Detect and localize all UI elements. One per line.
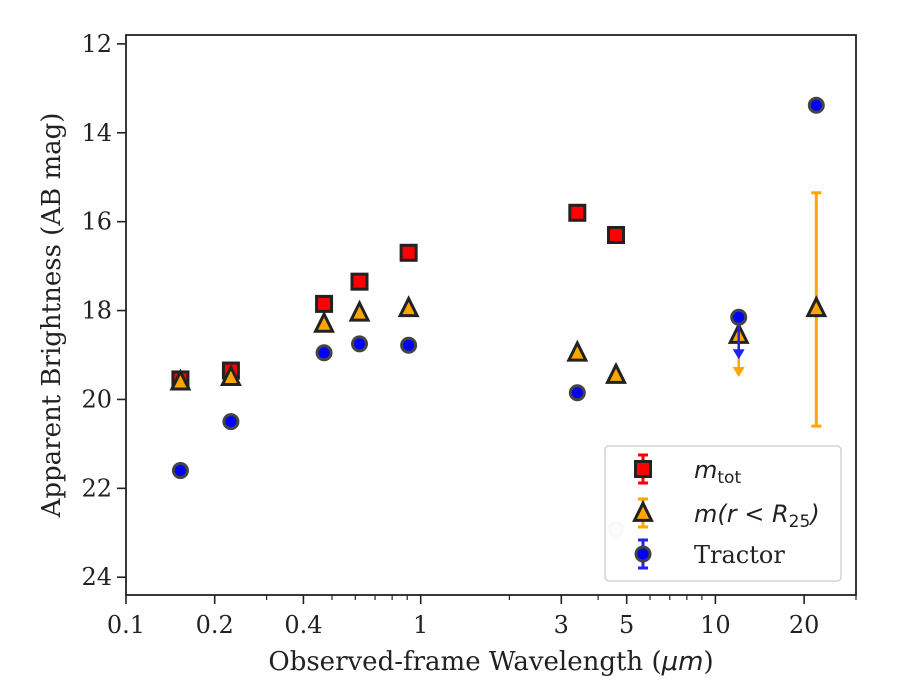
data-point [568, 203, 587, 222]
legend-marker-mr25 [632, 499, 654, 522]
x-axis-label-unit: μm [661, 647, 704, 677]
y-axis-label: Apparent Brightness (AB mag) [37, 113, 67, 519]
data-point [400, 336, 418, 354]
data-point [730, 308, 748, 326]
y-tick-label: 22 [81, 474, 112, 502]
data-point [313, 310, 335, 333]
data-point [169, 368, 192, 391]
legend-label-mr25-subscript: 25 [789, 512, 811, 532]
data-point [397, 295, 420, 318]
data-point [399, 243, 418, 262]
x-tick-label: 1 [413, 611, 428, 639]
data-point [315, 294, 334, 313]
x-tick-label: 0.4 [284, 611, 322, 639]
legend-label-mr25-symbol: m [694, 500, 717, 528]
data-point [568, 384, 586, 402]
series-mtot [171, 203, 626, 389]
data-point [171, 462, 189, 480]
y-tick-label: 12 [81, 30, 112, 58]
x-tick-label: 3 [554, 611, 569, 639]
y-tick-label: 14 [81, 119, 112, 147]
data-point [605, 361, 627, 384]
data-layer [169, 96, 828, 538]
data-point [607, 226, 626, 244]
y-tick-label: 18 [81, 297, 112, 325]
x-axis-label: Observed-frame Wavelength (μm) [268, 647, 713, 677]
x-tick-label: 0.1 [107, 611, 145, 639]
data-point [219, 364, 242, 387]
y-tick-label: 24 [81, 563, 112, 591]
upper-limit-arrow-head [732, 349, 745, 360]
y-tick-label: 16 [81, 208, 112, 236]
legend-box [604, 445, 842, 582]
data-point [348, 299, 371, 322]
y-tick-label: 20 [81, 385, 112, 413]
axes: 0.1 0.2 0.4 1 3 5 10 20 12 14 16 18 20 22 24 [81, 30, 857, 639]
legend-label-mr25-close: ) [808, 500, 819, 528]
x-tick-label: 5 [619, 611, 634, 639]
legend-label-tractor: Tractor [694, 541, 785, 569]
data-point [350, 272, 369, 291]
x-axis-label-suffix: ) [703, 647, 713, 677]
x-tick-label: 20 [789, 611, 820, 639]
legend-label-mtot: mtot [694, 456, 741, 488]
legend-label-mtot-symbol: m [694, 456, 717, 484]
series-mr25 [169, 191, 828, 428]
legend-label-mtot-subscript: tot [717, 468, 741, 488]
legend-marker-tractor [634, 545, 652, 563]
data-point [807, 96, 825, 114]
data-point [351, 335, 369, 353]
x-tick-label: 10 [700, 611, 731, 639]
plot-frame [125, 34, 857, 596]
data-point [566, 339, 589, 362]
legend-marker-mtot [634, 460, 652, 478]
x-tick-label: 0.2 [196, 611, 234, 639]
data-point [805, 295, 828, 318]
legend-label-mr25-body: (r < R [717, 500, 788, 528]
data-point [222, 413, 240, 431]
legend-label-mr25: m(r < R25) [694, 500, 820, 532]
upper-limit-arrow-head [732, 367, 745, 377]
data-point [315, 344, 333, 362]
x-axis-label-prefix: Observed-frame Wavelength ( [268, 647, 661, 677]
